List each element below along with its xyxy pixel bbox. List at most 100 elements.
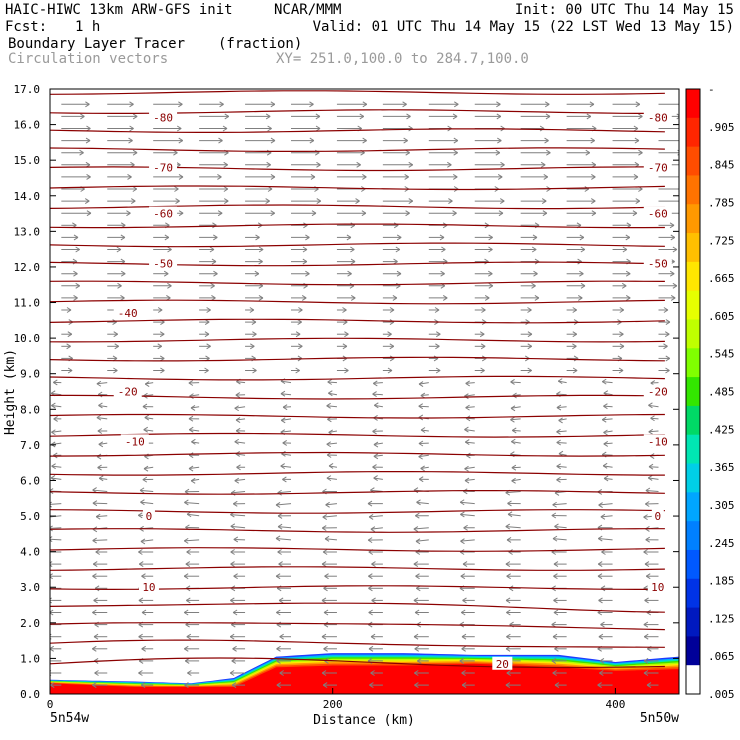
circulation-vector [382,331,392,338]
temperature-contour [50,413,665,419]
circulation-vector [92,561,108,568]
circulation-vector [416,499,429,506]
circulation-vector [413,597,429,604]
circulation-vector [372,391,383,398]
circulation-vector [92,645,108,652]
circulation-vector [658,246,678,253]
circulation-vector [153,149,178,156]
circulation-vector [464,465,475,472]
circulation-vector [418,381,429,388]
circulation-vector [336,234,352,241]
circulation-vector [187,670,200,676]
circulation-vector [245,101,276,108]
circulation-vector [230,523,246,530]
circulation-vector [321,597,337,604]
circulation-vector [184,499,200,506]
circulation-vector [290,343,303,350]
circulation-vector [646,682,659,689]
circulation-vector [245,307,255,313]
circulation-vector [370,526,383,533]
circulation-vector [420,465,429,472]
temperature-contour [50,375,665,381]
y-tick-label: 4.0 [20,546,40,559]
circulation-vector [612,125,639,132]
circulation-vector [474,210,504,217]
circulation-vector [566,186,590,192]
circulation-vector [61,246,80,253]
temperature-contour [50,528,665,533]
circulation-vector [92,487,108,493]
circulation-vector [96,453,108,460]
circulation-vector [107,367,118,374]
circulation-vector [601,378,613,385]
circulation-vector [474,307,486,313]
colorbar-label: .425 [708,423,735,436]
circulation-vector [290,319,302,326]
circulation-vector [413,526,429,532]
circulation-vector [98,441,108,448]
colorbar-swatch [686,607,700,637]
circulation-vector [275,535,292,542]
circulation-vector [153,343,162,350]
contour-label: -70 [648,161,668,174]
circulation-vector [245,319,257,326]
circulation-vector [153,137,184,144]
circulation-vector [183,573,200,580]
circulation-vector [551,657,567,664]
colorbar-swatch [686,117,700,148]
circulation-vector [50,475,62,481]
circulation-vector [97,428,108,434]
circulation-vector [278,597,291,604]
circulation-vector [95,549,108,555]
circulation-vector [336,173,367,180]
temperature-contour [50,261,665,267]
circulation-vector [188,415,200,422]
circulation-vector [141,609,154,616]
circulation-vector [511,477,521,484]
circulation-vector [658,294,676,301]
circulation-vector [520,149,551,156]
circulation-vector [53,415,62,422]
circulation-vector [462,561,475,568]
circulation-vector [230,561,246,568]
circulation-vector [551,512,567,519]
colorbar-swatch [686,175,700,205]
circulation-vector [61,307,72,313]
circulation-vector [465,380,475,387]
circulation-vector [92,609,108,616]
circulation-vector [556,476,567,483]
circulation-vector [520,161,546,168]
circulation-vector [245,331,257,338]
colorbar-label: .485 [708,386,735,399]
circulation-vector [321,670,337,676]
circulation-vector [520,210,548,217]
circulation-vector [520,113,551,120]
circulation-vector [95,513,108,520]
circulation-vector [51,402,62,409]
circulation-vector [658,367,670,374]
circulation-vector [50,682,62,689]
circulation-vector [140,538,154,545]
circulation-vector [61,173,91,180]
circulation-vector [107,137,133,144]
circulation-vector [153,282,172,289]
y-tick-label: 2.0 [20,617,40,630]
colorbar-swatch [686,261,700,292]
circulation-vector [462,488,475,495]
circulation-vector [61,149,84,156]
circulation-vector [371,561,383,568]
circulation-vector [382,101,407,108]
circulation-vector [464,393,475,400]
circulation-vector [153,246,172,253]
circulation-vector [428,173,458,180]
circulation-vector [107,101,134,108]
circulation-vector [245,258,263,265]
circulation-vector [245,294,264,301]
circulation-vector [326,441,337,448]
circulation-vector [61,270,78,277]
temperature-contour [50,72,665,76]
circulation-vector [507,511,521,518]
y-tick-label: 6.0 [20,474,40,487]
circulation-vector [290,161,321,168]
circulation-vector [373,380,383,387]
